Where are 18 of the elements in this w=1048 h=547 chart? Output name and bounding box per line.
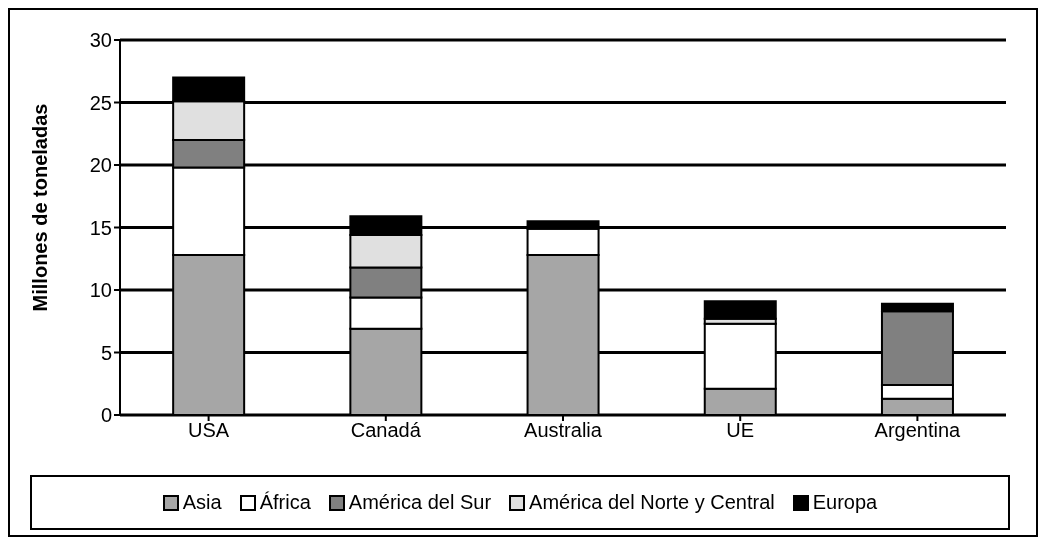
x-tick-label: UE — [726, 419, 755, 442]
x-tick-label: Canadá — [350, 419, 422, 442]
legend-label: África — [259, 491, 311, 514]
legend-label: Europa — [812, 491, 878, 514]
legend-label: América del Norte y Central — [529, 491, 775, 514]
y-tick-label: 15 — [89, 216, 112, 239]
y-tick-label: 25 — [89, 91, 112, 114]
x-tick-label: USA — [188, 419, 230, 442]
y-tick-label: 10 — [89, 279, 112, 302]
y-tick-label: 20 — [89, 154, 112, 177]
x-tick-label: Australia — [524, 419, 603, 442]
y-axis-title: Millones de toneladas — [29, 103, 52, 312]
x-tick-label: Argentina — [874, 419, 962, 442]
legend-label: Asia — [182, 491, 222, 514]
y-tick-label: 0 — [100, 404, 112, 427]
y-tick-label: 30 — [89, 29, 112, 52]
legend-label: América del Sur — [348, 491, 492, 514]
y-tick-label: 5 — [100, 341, 112, 364]
